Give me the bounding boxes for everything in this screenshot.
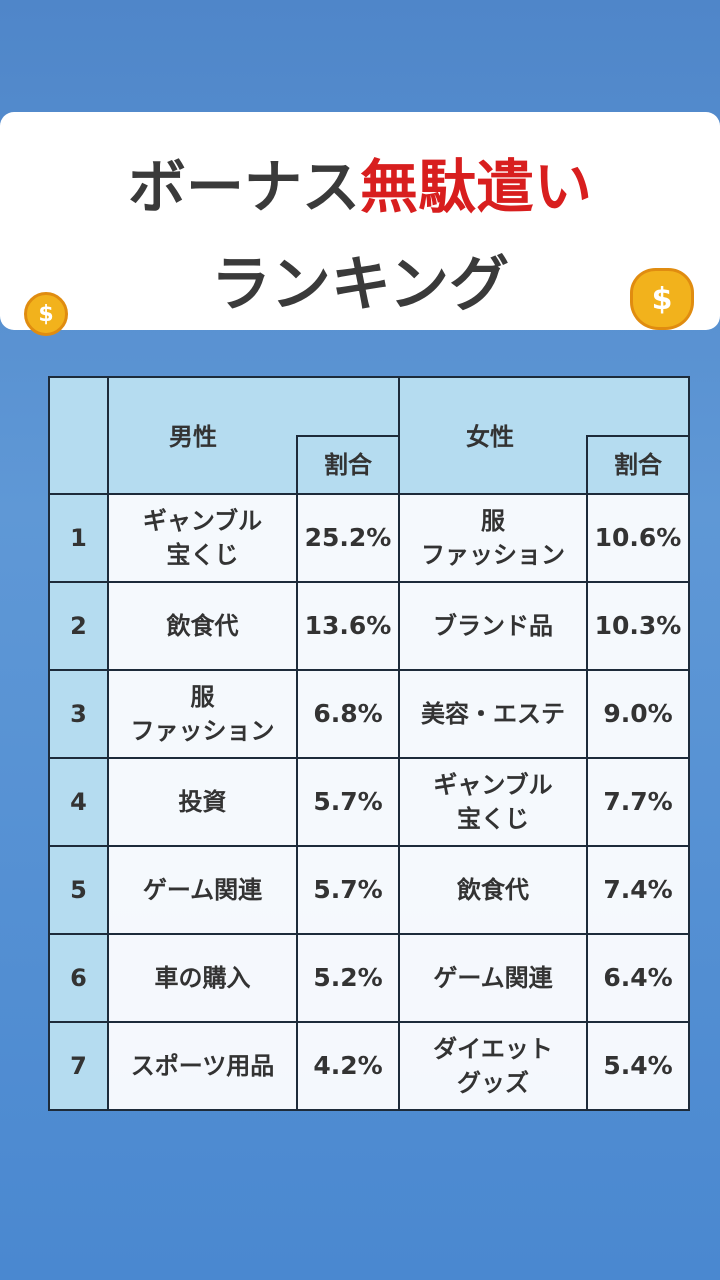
male-share: 13.6% [296,581,400,671]
male-share: 6.8% [296,669,400,759]
male-item: 飲食代 [107,581,298,671]
female-item: 飲食代 [398,845,588,935]
male-share: 5.7% [296,845,400,935]
female-share: 9.0% [586,669,690,759]
female-item: ゲーム関連 [398,933,588,1023]
male-share: 5.2% [296,933,400,1023]
female-item: 美容・エステ [398,669,588,759]
rank: 6 [48,933,109,1023]
title-line-2: ランキング [210,250,510,320]
male-share: 5.7% [296,757,400,847]
female-item: 服 ファッション [398,493,588,583]
coin-icon: $ [24,292,68,336]
rank: 3 [48,669,109,759]
female-share: 7.4% [586,845,690,935]
male-item: スポーツ用品 [107,1021,298,1111]
title-start: ボーナス [127,153,360,221]
title-banner [0,112,720,330]
male-item: ギャンブル 宝くじ [107,493,298,583]
male-share: 25.2% [296,493,400,583]
rank: 4 [48,757,109,847]
rank: 1 [48,493,109,583]
title-line-1: ボーナス無駄遣い [0,140,720,224]
male-item: ゲーム関連 [107,845,298,935]
female-share: 5.4% [586,1021,690,1111]
female-share: 6.4% [586,933,690,1023]
rank: 2 [48,581,109,671]
female-share-header: 割合 [586,435,690,495]
female-item: ギャンブル 宝くじ [398,757,588,847]
female-share: 10.3% [586,581,690,671]
female-item: ダイエット グッズ [398,1021,588,1111]
female-share: 7.7% [586,757,690,847]
male-item: 車の購入 [107,933,298,1023]
title-highlight: 無駄遣い [360,153,593,221]
male-item: 服 ファッション [107,669,298,759]
female-item: ブランド品 [398,581,588,671]
male-share-header: 割合 [296,435,400,495]
rank: 5 [48,845,109,935]
money-bag-icon: $ [630,268,694,330]
female-share: 10.6% [586,493,690,583]
rank: 7 [48,1021,109,1111]
header-corner [48,376,109,495]
male-share: 4.2% [296,1021,400,1111]
male-item: 投資 [107,757,298,847]
